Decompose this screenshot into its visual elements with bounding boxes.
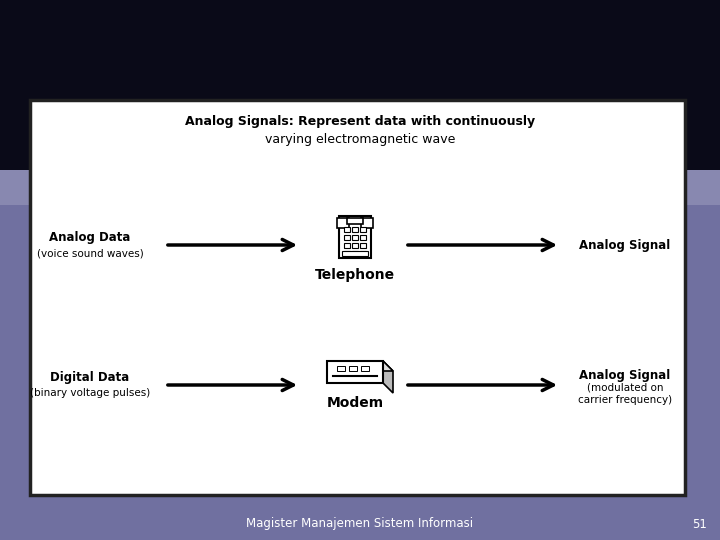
Bar (30, 100, 685, 495)
Text: Analog Signal: Analog Signal (580, 239, 670, 252)
Text: (modulated on: (modulated on (587, 383, 663, 393)
Text: Analog Data: Analog Data (49, 232, 131, 245)
Bar (352, 235, 358, 240)
Bar (361, 218, 373, 228)
Bar (327, 361, 383, 383)
Bar (347, 218, 363, 224)
Bar (360, 235, 366, 240)
Bar (0, 508, 720, 540)
Bar (0, 170, 720, 205)
Bar (344, 243, 350, 248)
Text: (binary voltage pulses): (binary voltage pulses) (30, 388, 150, 398)
Bar (352, 227, 358, 232)
Bar (344, 227, 350, 232)
Text: Analog Signals Carrying Analog: Analog Signals Carrying Analog (76, 103, 644, 137)
Text: 51: 51 (693, 517, 708, 530)
Bar (361, 366, 369, 371)
Bar (344, 251, 350, 256)
Text: and Digital Data: and Digital Data (213, 138, 507, 172)
Text: Modem: Modem (326, 396, 384, 410)
Bar (360, 251, 366, 256)
Bar (360, 243, 366, 248)
Text: Magister Manajemen Sistem Informasi: Magister Manajemen Sistem Informasi (246, 517, 474, 530)
Polygon shape (383, 361, 393, 393)
Text: Analog Signal: Analog Signal (580, 368, 670, 381)
Bar (360, 227, 366, 232)
Text: (voice sound waves): (voice sound waves) (37, 248, 143, 258)
Polygon shape (327, 361, 393, 371)
Text: varying electromagnetic wave: varying electromagnetic wave (265, 133, 455, 146)
Text: Telephone: Telephone (315, 268, 395, 282)
Text: Digital Data: Digital Data (50, 372, 130, 384)
Text: carrier frequency): carrier frequency) (578, 395, 672, 405)
Bar (342, 251, 368, 256)
Bar (0, 0, 720, 180)
Bar (344, 235, 350, 240)
Bar (352, 243, 358, 248)
Bar (337, 366, 345, 371)
Bar (352, 251, 358, 256)
Bar (337, 218, 349, 228)
Bar (339, 216, 371, 258)
Text: Analog Signals: Represent data with continuously: Analog Signals: Represent data with cont… (185, 116, 535, 129)
Bar (349, 366, 357, 371)
